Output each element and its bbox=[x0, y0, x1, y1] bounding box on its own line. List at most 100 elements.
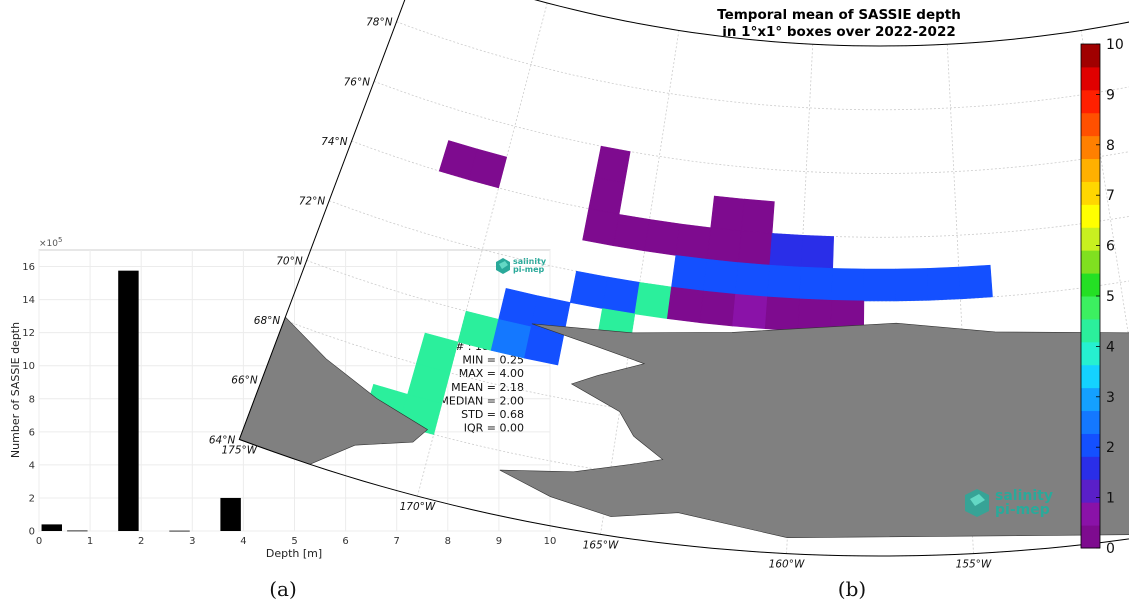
longitude-gridline bbox=[600, 30, 680, 535]
map-cell bbox=[569, 270, 609, 309]
colorbar-segment bbox=[1081, 479, 1100, 503]
y-tick-label: 6 bbox=[29, 427, 35, 438]
colorbar-tick-label: 9 bbox=[1106, 87, 1115, 103]
map-cell bbox=[613, 214, 650, 252]
map-cell bbox=[741, 198, 775, 234]
map-cell bbox=[764, 296, 800, 332]
stats-line: MAX = 4.00 bbox=[459, 367, 524, 380]
map-cell bbox=[706, 227, 742, 263]
colorbar-segment bbox=[1081, 273, 1100, 297]
stats-line: IQR = 0.00 bbox=[464, 422, 524, 435]
colorbar-segment bbox=[1081, 89, 1100, 114]
land-mask bbox=[238, 316, 1129, 539]
map-cell bbox=[468, 148, 508, 189]
map-cell bbox=[800, 234, 835, 269]
colorbar-segment bbox=[1081, 112, 1100, 137]
x-tick-label: 4 bbox=[240, 536, 246, 547]
y-tick-label: 16 bbox=[22, 262, 35, 273]
colorbar-tick-label: 6 bbox=[1106, 239, 1115, 255]
y-exponent-label: ×105 bbox=[39, 236, 62, 249]
stats-line: MEAN = 2.18 bbox=[451, 381, 524, 394]
map-cell bbox=[738, 230, 773, 266]
histogram-bar bbox=[41, 524, 62, 531]
map-cell bbox=[863, 268, 897, 302]
y-tick-label: 0 bbox=[29, 527, 35, 538]
map-cell bbox=[926, 266, 961, 301]
latitude-label: 78°N bbox=[366, 17, 393, 29]
colorbar-tick-label: 10 bbox=[1106, 37, 1124, 53]
y-tick-label: 8 bbox=[29, 394, 35, 405]
y-tick-label: 12 bbox=[22, 328, 35, 339]
map-cell bbox=[634, 282, 672, 319]
colorbar-segment bbox=[1081, 387, 1100, 412]
map-cell bbox=[735, 262, 771, 298]
map-title-line2: in 1°x1° boxes over 2022-2022 bbox=[722, 24, 956, 40]
x-tick-label: 7 bbox=[394, 536, 400, 547]
map-cell bbox=[703, 258, 739, 295]
map-cell bbox=[769, 233, 804, 268]
latitude-gridline bbox=[396, 21, 1129, 111]
x-tick-label: 9 bbox=[496, 536, 502, 547]
map-boundary bbox=[238, 0, 1129, 557]
colorbar-segment bbox=[1081, 456, 1100, 480]
colorbar-tick-label: 4 bbox=[1106, 339, 1115, 355]
colorbar-segment bbox=[1081, 502, 1100, 526]
caption-a: (a) bbox=[269, 577, 297, 601]
colorbar-segment bbox=[1081, 158, 1100, 182]
latitude-label: 66°N bbox=[231, 375, 258, 387]
histogram-x-axis-label: Depth [m] bbox=[266, 547, 322, 560]
map-cell bbox=[602, 276, 641, 315]
colorbar-tick-label: 8 bbox=[1106, 138, 1115, 154]
colorbar-segment bbox=[1081, 135, 1100, 160]
longitude-label: 165°W bbox=[583, 539, 619, 551]
histogram-bars bbox=[41, 270, 241, 532]
latitude-labels: 80°N78°N76°N74°N72°N70°N68°N66°N64°N bbox=[209, 17, 393, 447]
latitude-label: 70°N bbox=[276, 255, 303, 267]
map-frame bbox=[238, 0, 1129, 557]
map-cell bbox=[594, 145, 631, 184]
caption-b: (b) bbox=[838, 577, 866, 601]
x-tick-label: 0 bbox=[36, 536, 42, 547]
svg-text:pi-mep: pi-mep bbox=[995, 502, 1050, 518]
svg-text:pi-mep: pi-mep bbox=[513, 265, 545, 274]
stats-line: MIN = 0.25 bbox=[462, 354, 524, 367]
x-tick-label: 6 bbox=[342, 536, 348, 547]
x-tick-label: 10 bbox=[544, 536, 557, 547]
y-tick-label: 10 bbox=[22, 361, 35, 372]
histogram-y-ticks: 0 2 4 6 8 10 12 14 16 bbox=[22, 262, 35, 537]
colorbar-segment bbox=[1081, 433, 1100, 457]
colorbar-segment bbox=[1081, 318, 1100, 343]
colorbar-tick-label: 7 bbox=[1106, 188, 1115, 204]
map-cell bbox=[767, 264, 802, 300]
colorbar-tick-label: 0 bbox=[1106, 541, 1115, 557]
map-title-line1: Temporal mean of SASSIE depth bbox=[717, 7, 961, 23]
map-cell bbox=[799, 266, 834, 301]
x-tick-label: 5 bbox=[291, 536, 297, 547]
map-cell bbox=[675, 223, 712, 260]
colorbar-tick-label: 3 bbox=[1106, 390, 1115, 406]
colorbar: 0 1 2 3 4 5 6 7 8 9 10 bbox=[1080, 37, 1124, 557]
colorbar-tick-label: 1 bbox=[1106, 491, 1115, 507]
latitude-label: 76°N bbox=[344, 76, 371, 88]
map-cell bbox=[732, 293, 768, 330]
colorbar-segment bbox=[1081, 227, 1100, 251]
x-tick-label: 3 bbox=[189, 536, 195, 547]
colorbar-segment bbox=[1081, 204, 1100, 228]
svg-text:salinity: salinity bbox=[995, 488, 1053, 504]
y-tick-label: 4 bbox=[29, 460, 35, 471]
colorbar-tick-label: 2 bbox=[1106, 440, 1115, 456]
colorbar-segment bbox=[1081, 364, 1100, 389]
latitude-label: 68°N bbox=[254, 315, 281, 327]
latitude-label: 64°N bbox=[209, 434, 236, 446]
x-tick-label: 2 bbox=[138, 536, 144, 547]
map-cell bbox=[582, 208, 620, 247]
colorbar-tick-label: 5 bbox=[1106, 289, 1115, 305]
longitude-label: 170°W bbox=[400, 501, 436, 513]
salinity-logo-large: salinity pi-mep bbox=[965, 488, 1053, 518]
colorbar-segment bbox=[1081, 525, 1100, 549]
longitude-label: 175°W bbox=[221, 444, 257, 456]
latitude-label: 74°N bbox=[321, 136, 348, 148]
